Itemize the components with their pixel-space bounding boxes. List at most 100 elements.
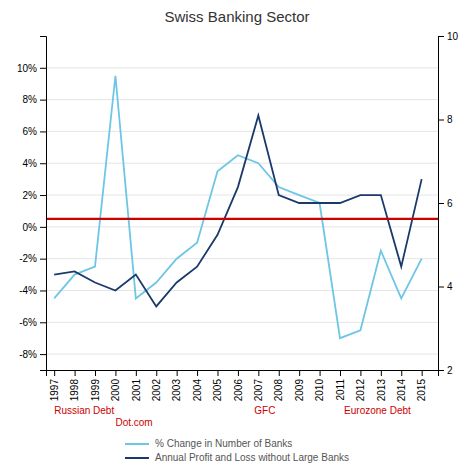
annotation: GFC [254,405,275,416]
tick-label: 2000 [110,379,121,402]
tick-mark [40,259,46,260]
tick: 2007 [253,370,264,401]
tick: 2009 [294,370,305,401]
tick-mark [40,100,46,101]
tick-mark [438,370,444,371]
tick-mark [438,287,444,288]
tick-label: 2005 [212,379,223,402]
tick-mark [279,370,280,376]
tick-label: 1997 [49,379,60,402]
tick-label: 2015 [416,379,427,402]
tick: 2002 [151,370,162,401]
grid-line [46,131,438,132]
tick-mark [40,68,46,69]
tick: -6% [19,317,46,328]
tick-mark [299,370,300,376]
tick-label: 10 [447,31,459,42]
y-axis: -8% -6% -4% -2% 0% 2% 4% 6% 8% 10% [17,37,47,371]
tick: 2005 [212,370,223,401]
grid-line [46,290,438,291]
tick-label: 2 [447,365,453,376]
tick-mark [40,322,46,323]
tick-mark [40,354,46,355]
annotation: Dot.com [115,417,152,428]
tick-mark [40,163,46,164]
tick: -8% [19,349,46,360]
tick: 2014 [396,370,407,401]
tick: 6% [23,126,46,137]
axis-line [40,37,47,371]
grid-line [46,99,438,100]
tick: 2006 [233,370,244,401]
title: Swiss Banking Sector [164,8,309,25]
tick-mark [340,370,341,376]
tick-label: 0% [23,222,38,233]
tick-label: 2003 [171,379,182,402]
tick-label: 2013 [376,379,387,402]
tick-label: 2% [23,190,38,201]
tick-mark [438,203,444,204]
tick-label: 2008 [273,379,284,402]
tick-mark [75,370,76,376]
tick-label: 4% [23,158,38,169]
tick: 2011 [335,370,346,401]
tick-label: 6% [23,126,38,137]
axis-line [47,371,439,377]
plot: 1997199819992000200120022003200420052006… [17,31,459,428]
tick-label: -2% [19,253,37,264]
axis-line [439,37,445,371]
tick: 1998 [69,370,80,401]
tick: 2012 [355,370,366,401]
grid-line [46,163,438,164]
tick: 2001 [131,370,142,401]
tick: 2010 [314,370,325,401]
tick: 6 [438,198,453,209]
legend-item: Annual Profit and Loss without Large Ban… [125,452,349,463]
tick-mark [95,370,96,376]
tick-label: 2014 [396,379,407,402]
tick-mark [136,370,137,376]
tick-label: 8% [23,94,38,105]
grid-line [46,354,438,355]
tick-label: 2009 [294,379,305,402]
tick-label: 4 [447,281,453,292]
x-axis: 1997199819992000200120022003200420052006… [47,370,439,401]
tick: 2000 [110,370,121,401]
marks [46,76,438,338]
tick-mark [422,370,423,376]
y2-axis: 2 4 6 8 10 [438,31,459,376]
tick-mark [238,370,239,376]
tick-mark [197,370,198,376]
legend-label: % Change in Number of Banks [155,438,292,449]
series-line [54,116,422,307]
tick: 1999 [90,370,101,401]
tick-label: -4% [19,285,37,296]
tick-label: 1998 [69,379,80,402]
series-line [54,76,422,338]
grid-line [46,322,438,323]
tick: 10% [17,63,46,74]
tick: 2003 [171,370,182,401]
tick-label: 8 [447,114,453,125]
tick: -4% [19,285,46,296]
tick-label: 10% [17,63,37,74]
tick-mark [218,370,219,376]
tick-mark [360,370,361,376]
grid-line [46,226,438,227]
tick: 2 [438,365,453,376]
tick: 2015 [416,370,427,401]
tick-mark [438,36,444,37]
tick-label: 2011 [335,379,346,401]
tick: 2008 [273,370,284,401]
tick: 2013 [376,370,387,401]
tick-mark [40,131,46,132]
legend-swatch [125,443,149,445]
tick-label: 2006 [233,379,244,402]
tick-mark [258,370,259,376]
tick-mark [156,370,157,376]
tick: 1997 [49,370,60,401]
tick-label: 1999 [90,379,101,402]
tick: 0% [23,222,46,233]
tick-label: 2007 [253,379,264,402]
legend: % Change in Number of Banks Annual Profit… [125,438,349,463]
